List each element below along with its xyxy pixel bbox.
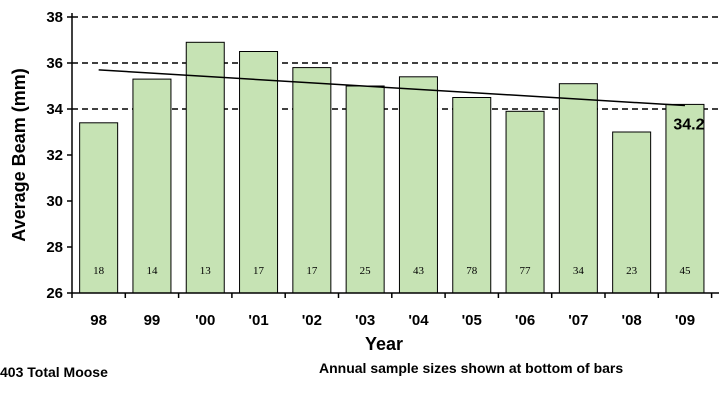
sample-size-labels: 18 14 13 17 17 25 43 78 77 34 23 45 xyxy=(93,265,691,277)
bar-2 xyxy=(185,41,225,294)
sample-size-label: 77 xyxy=(520,265,532,277)
y-axis-title: Average Beam (mm) xyxy=(9,68,29,241)
y-tick-label: 34 xyxy=(46,101,63,118)
x-tick-label: '03 xyxy=(355,312,375,329)
y-tick-labels: 26 28 30 32 34 36 38 xyxy=(46,9,63,302)
gridlines xyxy=(72,16,719,110)
bar-11 xyxy=(665,103,705,294)
bar-9 xyxy=(558,83,598,294)
sample-size-label: 14 xyxy=(146,265,158,277)
bars xyxy=(79,41,705,294)
x-tick-label: '01 xyxy=(248,312,268,329)
sample-size-label: 45 xyxy=(679,265,691,277)
sample-size-label: 18 xyxy=(93,265,105,277)
y-tick-label: 32 xyxy=(46,147,63,164)
x-tick-label: 98 xyxy=(90,312,107,329)
x-tick-label: '05 xyxy=(462,312,482,329)
trend-line xyxy=(98,69,685,107)
x-tick-label: '04 xyxy=(408,312,429,329)
sample-size-label: 78 xyxy=(466,265,478,277)
y-tick-label: 38 xyxy=(46,9,63,26)
y-tick-label: 36 xyxy=(46,55,63,72)
sample-size-label: 13 xyxy=(200,265,212,277)
x-tick-labels: 98 99 '00 '01 '02 '03 '04 '05 '06 '07 '08 '09 xyxy=(90,312,695,329)
sample-size-label: 43 xyxy=(413,265,425,277)
sample-size-label: 23 xyxy=(626,265,638,277)
bar-5 xyxy=(345,85,385,294)
bar-3 xyxy=(239,51,279,294)
sample-size-label: 25 xyxy=(360,265,372,277)
bar-7 xyxy=(452,97,492,294)
total-moose-note: 403 Total Moose xyxy=(0,364,108,380)
x-tick-label: '00 xyxy=(195,312,215,329)
sample-size-label: 34 xyxy=(573,265,585,277)
bar-4 xyxy=(292,67,332,294)
sample-size-note: Annual sample sizes shown at bottom of b… xyxy=(319,360,624,376)
y-tick-label: 30 xyxy=(46,193,63,210)
x-axis-title: Year xyxy=(365,334,403,354)
bar-1 xyxy=(132,78,172,294)
x-tick-label: '09 xyxy=(675,312,695,329)
x-tick-label: '07 xyxy=(568,312,588,329)
x-tick-label: '02 xyxy=(302,312,322,329)
x-tick-label: 99 xyxy=(144,312,161,329)
bar-8 xyxy=(505,110,545,294)
sample-size-label: 17 xyxy=(306,265,318,277)
axes xyxy=(67,13,719,298)
bar-6 xyxy=(398,76,438,294)
x-tick-label: '06 xyxy=(515,312,535,329)
y-tick-label: 26 xyxy=(46,285,63,302)
sample-size-label: 17 xyxy=(253,265,265,277)
x-tick-label: '08 xyxy=(622,312,642,329)
last-value-label: 34.2 xyxy=(673,116,704,133)
y-tick-label: 28 xyxy=(46,239,63,256)
